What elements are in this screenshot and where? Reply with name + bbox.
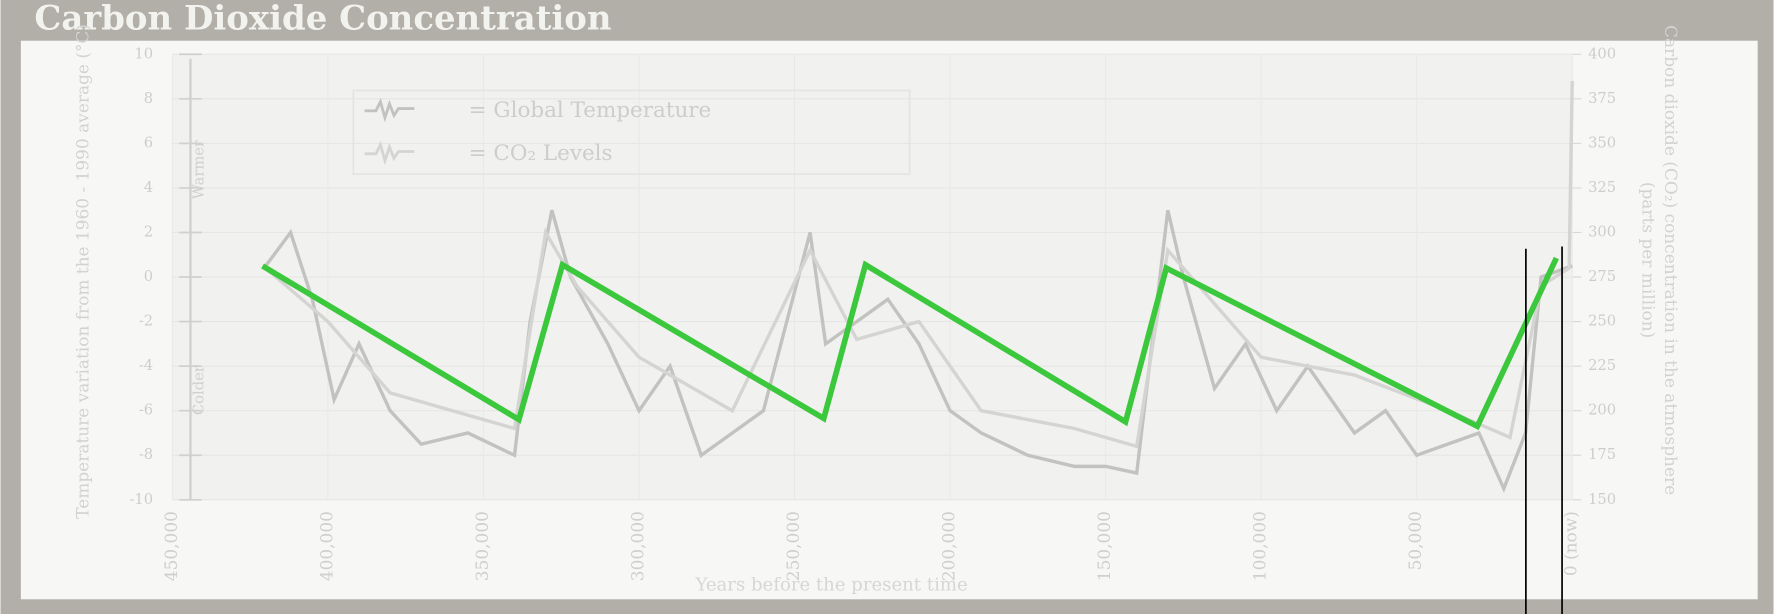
y-tick-label: 6 bbox=[144, 134, 153, 151]
y-tick-label: -10 bbox=[129, 491, 153, 508]
x-tick-label: 400,000 bbox=[316, 511, 336, 581]
y-tick-label: 2 bbox=[144, 223, 153, 240]
y-tick-label: 4 bbox=[144, 179, 153, 196]
y2-tick-label: 275 bbox=[1588, 268, 1616, 285]
y2-axis-label: (parts per million) bbox=[1638, 182, 1658, 338]
y-tick-label: -2 bbox=[139, 313, 153, 330]
y2-tick-label: 300 bbox=[1588, 223, 1616, 240]
y2-tick-label: 350 bbox=[1588, 134, 1616, 151]
x-tick-label: 50,000 bbox=[1405, 511, 1425, 570]
y2-axis-label: Carbon dioxide (CO₂) concentration in th… bbox=[1661, 25, 1681, 495]
x-tick-label: 0 (now) bbox=[1561, 511, 1581, 576]
x-axis-label: Years before the present time bbox=[694, 575, 967, 596]
y-tick-label: 10 bbox=[134, 45, 153, 62]
x-tick-label: 300,000 bbox=[627, 511, 647, 581]
legend-swatch bbox=[364, 97, 415, 123]
y-tick-label: -4 bbox=[139, 357, 153, 374]
y2-tick-label: 325 bbox=[1588, 179, 1616, 196]
warmer-label: Warmer bbox=[191, 139, 208, 199]
y-axis-label: Temperature variation from the 1960 - 19… bbox=[73, 24, 93, 519]
chart-title: Carbon Dioxide Concentration bbox=[34, 0, 611, 37]
x-tick-label: 450,000 bbox=[161, 511, 181, 581]
x-tick-label: 250,000 bbox=[783, 511, 803, 581]
series-line bbox=[264, 209, 1573, 494]
legend-label: = Global Temperature bbox=[469, 98, 712, 123]
x-tick-label: 100,000 bbox=[1250, 511, 1270, 581]
y2-tick-label: 225 bbox=[1588, 357, 1616, 374]
y2-tick-label: 150 bbox=[1588, 491, 1616, 508]
y-tick-label: -6 bbox=[139, 402, 153, 419]
colder-label: Colder bbox=[191, 364, 208, 415]
y2-tick-label: 200 bbox=[1588, 402, 1616, 419]
y-tick-label: 0 bbox=[144, 268, 153, 285]
legend-swatch bbox=[364, 140, 415, 166]
legend-box bbox=[352, 89, 911, 175]
x-tick-label: 350,000 bbox=[472, 511, 492, 581]
plot-layer: -10 -8 -6 -4 -2 0 2 4 6 8 10 150 175 200 225 250 275 300 3… bbox=[129, 45, 1616, 581]
x-tick-label: 150,000 bbox=[1094, 511, 1114, 581]
legend-label: = CO₂ Levels bbox=[469, 141, 613, 166]
y2-tick-label: 400 bbox=[1588, 45, 1616, 62]
y-tick-label: 8 bbox=[144, 90, 153, 107]
y2-tick-label: 250 bbox=[1588, 313, 1616, 330]
y2-tick-label: 175 bbox=[1588, 446, 1616, 463]
overlay-line bbox=[261, 256, 1559, 431]
y2-tick-label: 375 bbox=[1588, 90, 1616, 107]
x-tick-label: 200,000 bbox=[939, 511, 959, 581]
y-tick-label: -8 bbox=[139, 446, 153, 463]
